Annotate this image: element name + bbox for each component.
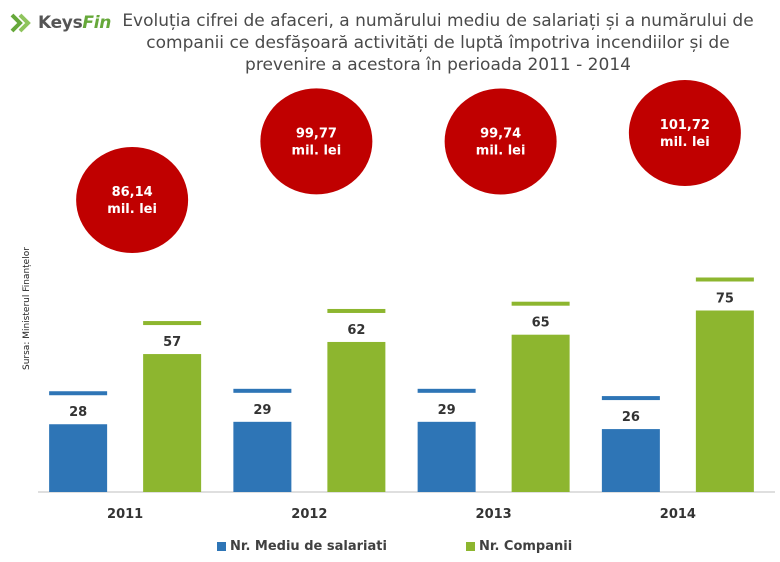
bar-accent-companii-2012 — [327, 308, 386, 313]
x-tick-label-2014: 2014 — [660, 507, 696, 522]
bar-accent-salariati-2011 — [49, 391, 108, 396]
turnover-value-2011: 86,14 — [112, 185, 153, 200]
turnover-unit-2011: mil. lei — [107, 202, 157, 217]
turnover-unit-2013: mil. lei — [476, 144, 526, 159]
legend-label-companii: Nr. Companii — [479, 539, 573, 554]
bar-salariati-2011 — [49, 424, 108, 492]
keysfin-logo-mark-icon — [10, 13, 31, 33]
legend-swatch-salariati — [217, 542, 226, 551]
legend-item-companii: Nr. Companii — [466, 539, 572, 554]
turnover-unit-2014: mil. lei — [660, 135, 710, 150]
turnover-value-2012: 99,77 — [296, 126, 337, 141]
logo-text-keys: Keys — [38, 13, 83, 33]
data-label-companii-2012: 62 — [347, 323, 365, 338]
turnover-unit-2012: mil. lei — [292, 143, 342, 158]
bar-companii-2013 — [511, 334, 570, 492]
x-tick-label-2011: 2011 — [107, 507, 143, 522]
turnover-bubble-2013 — [444, 88, 557, 195]
bar-accent-companii-2013 — [511, 301, 570, 306]
data-label-companii-2011: 57 — [163, 335, 181, 350]
logo-text: KeysFin — [38, 13, 111, 33]
turnover-bubble-2014 — [628, 80, 741, 187]
data-label-salariati-2013: 29 — [438, 403, 456, 418]
bar-accent-companii-2011 — [143, 321, 202, 326]
logo-text-fin: Fin — [82, 13, 112, 33]
data-label-salariati-2011: 28 — [69, 405, 87, 420]
x-tick-label-2012: 2012 — [291, 507, 327, 522]
legend-swatch-companii — [466, 542, 475, 551]
bar-salariati-2012 — [233, 421, 292, 492]
legend-item-salariati: Nr. Mediu de salariati — [217, 539, 387, 554]
chart-legend: Nr. Mediu de salariati Nr. Companii — [0, 539, 780, 559]
bar-salariati-2013 — [417, 421, 476, 492]
turnover-bubble-2011 — [76, 147, 189, 253]
chart-title: Evoluția cifrei de afaceri, a numărului … — [122, 11, 754, 75]
bar-companii-2014 — [695, 310, 754, 492]
x-tick-label-2013: 2013 — [476, 507, 512, 522]
keysfin-logo: KeysFin — [10, 8, 120, 38]
bar-companii-2012 — [327, 341, 386, 492]
bar-accent-salariati-2014 — [601, 396, 660, 401]
turnover-bubble-2012 — [260, 88, 373, 195]
legend-label-salariati: Nr. Mediu de salariati — [230, 539, 387, 554]
turnover-value-2013: 99,74 — [480, 127, 521, 142]
turnover-value-2014: 101,72 — [660, 118, 710, 133]
bar-salariati-2014 — [601, 429, 660, 492]
bar-accent-companii-2014 — [695, 277, 754, 282]
data-label-companii-2013: 65 — [532, 316, 550, 331]
data-label-salariati-2014: 26 — [622, 410, 640, 425]
data-label-salariati-2012: 29 — [253, 403, 271, 418]
bar-companii-2011 — [143, 354, 202, 492]
bar-accent-salariati-2013 — [417, 388, 476, 393]
bar-accent-salariati-2012 — [233, 388, 292, 393]
data-label-companii-2014: 75 — [716, 292, 734, 307]
